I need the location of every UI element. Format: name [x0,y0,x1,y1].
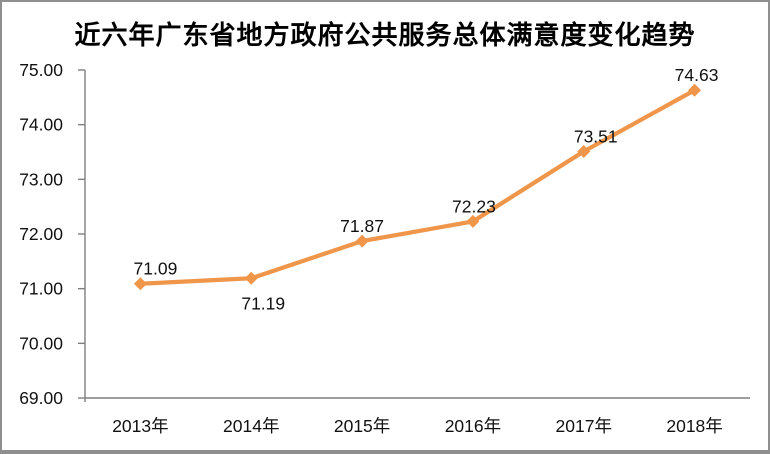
data-point-marker [466,214,480,228]
series-line [138,88,697,286]
data-point-marker [688,83,702,97]
y-axis-label: 73.00 [19,169,63,189]
data-point-label: 74.63 [675,65,719,85]
data-point-marker [355,234,369,248]
data-point-marker [133,277,147,291]
y-axis-label: 74.00 [19,115,63,135]
data-point-marker [577,144,591,158]
data-point-label: 71.87 [340,216,384,236]
data-point-label: 71.19 [241,293,285,313]
x-axis-label: 2016年 [445,416,501,436]
x-axis-label: 2013年 [112,416,168,436]
data-point-label: 71.09 [134,259,178,279]
data-point-label: 72.23 [452,196,496,216]
x-axis-label: 2017年 [556,416,612,436]
x-axis-label: 2015年 [334,416,390,436]
y-axis-label: 69.00 [19,388,63,408]
x-axis-label: 2018年 [666,416,722,436]
x-axis-label: 2014年 [223,416,279,436]
data-point-marker [244,271,258,285]
data-point-label: 73.51 [574,126,618,146]
y-axis-label: 70.00 [19,333,63,353]
y-axis-label: 75.00 [19,60,63,80]
y-axis-label: 71.00 [19,279,63,299]
chart-title: 近六年广东省地方政府公共服务总体满意度变化趋势 [74,21,696,50]
y-axis-label: 72.00 [19,224,63,244]
